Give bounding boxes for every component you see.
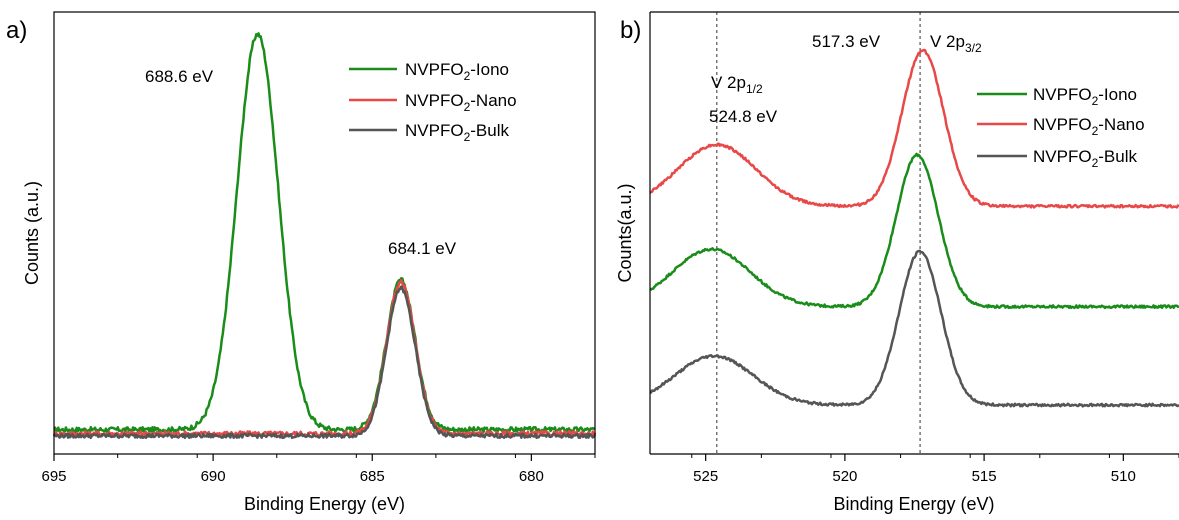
panel-b: b) 525 520 515 510 Binding Energy (eV) Coun…	[615, 11, 1179, 514]
series-line-bulk	[52, 285, 597, 440]
panel-a-peak-label-688: 688.6 eV	[145, 67, 214, 86]
panel-b-peak-label-517: 517.3 eV	[812, 32, 881, 51]
legend-label-nano: NVPFO2-Nano	[405, 91, 517, 114]
series-line-bulk	[649, 249, 1179, 408]
panel-b-y-axis-title: Counts(a.u.)	[615, 183, 635, 282]
legend-label-iono: NVPFO2-Iono	[1033, 85, 1137, 108]
legend-label-nano: NVPFO2-Nano	[1033, 115, 1145, 138]
panel-b-peak-label-524: 524.8 eV	[709, 107, 778, 126]
panel-b-v2p32-label: V 2p3/2	[930, 32, 982, 55]
panel-a-x-ticks: 695 690 685 680	[41, 454, 596, 485]
x-tick-label: 685	[360, 468, 385, 485]
panel-b-reference-lines	[716, 12, 921, 454]
panel-a-legend: NVPFO2-Iono NVPFO2-Nano NVPFO2-Bulk	[349, 60, 517, 144]
x-tick-label: 510	[1111, 468, 1136, 485]
panel-a-y-axis-title: Counts (a.u.)	[22, 181, 42, 285]
x-tick-label: 525	[693, 468, 718, 485]
series-line-nano	[52, 278, 597, 438]
legend-label-iono: NVPFO2-Iono	[405, 60, 509, 83]
panel-a-peak-label-684: 684.1 eV	[388, 239, 457, 258]
panel-a-series-lines	[52, 32, 597, 440]
panel-b-label: b)	[620, 17, 641, 44]
x-tick-label: 515	[972, 468, 997, 485]
x-tick-label: 695	[41, 468, 66, 485]
panel-a: a) 695 690 685 680 Binding Energy (eV) Coun…	[6, 11, 597, 514]
panel-b-v2p12-label: V 2p1/2	[711, 73, 763, 96]
series-line-iono	[649, 152, 1179, 310]
panel-b-x-axis-title: Binding Energy (eV)	[833, 494, 994, 514]
panel-a-plot-frame	[53, 11, 596, 455]
legend-label-bulk: NVPFO2-Bulk	[405, 121, 509, 144]
series-line-nano	[649, 48, 1179, 209]
legend-label-bulk: NVPFO2-Bulk	[1033, 147, 1137, 170]
panel-b-x-ticks: 525 520 515 510	[691, 454, 1179, 485]
panel-a-x-axis-title: Binding Energy (eV)	[244, 494, 405, 514]
panel-b-series-lines	[649, 48, 1179, 408]
panel-a-label: a)	[6, 17, 27, 44]
x-tick-label: 680	[519, 468, 544, 485]
x-tick-label: 520	[832, 468, 857, 485]
x-tick-label: 690	[201, 468, 226, 485]
panel-b-legend: NVPFO2-Iono NVPFO2-Nano NVPFO2-Bulk	[977, 85, 1145, 170]
